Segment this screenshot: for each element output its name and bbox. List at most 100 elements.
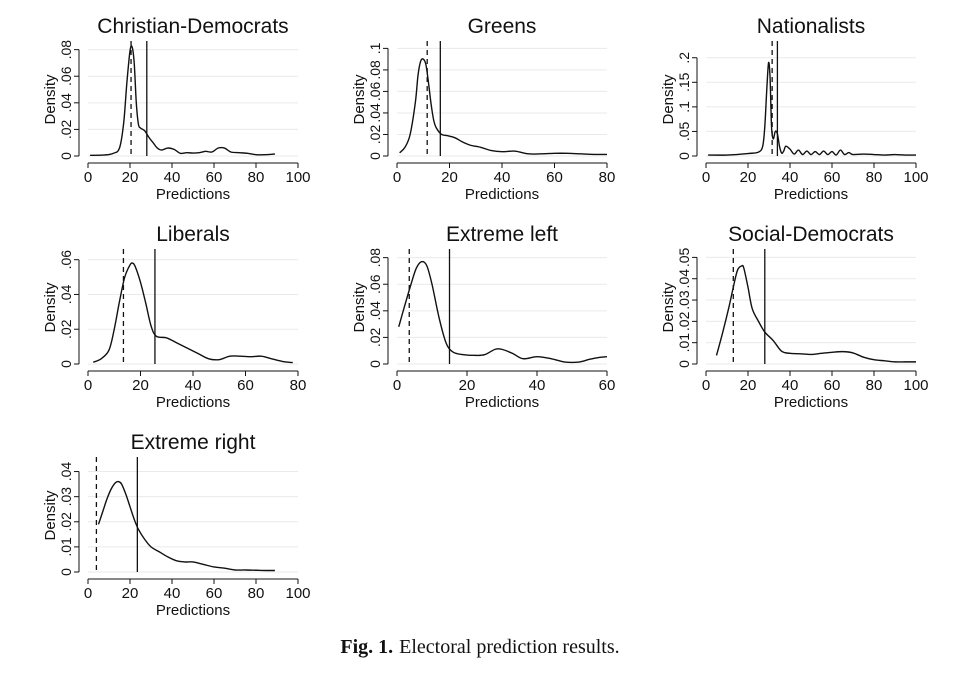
chart-title: Extreme right (131, 431, 256, 454)
y-tick-label: .04 (58, 462, 74, 482)
y-tick-label: .1 (676, 101, 692, 113)
density-curve (92, 262, 293, 364)
y-tick-label: .02 (58, 512, 74, 532)
chart-panel-4: Liberals 0 .02 .04 .06 Density 0 20 40 60 80 Predic… (42, 223, 306, 411)
x-axis-label: Predictions (156, 394, 230, 411)
y-tick-label: .02 (367, 327, 383, 347)
x-tick-label: 0 (702, 169, 710, 186)
x-tick-label: 40 (164, 585, 181, 602)
y-tick-label: .01 (676, 333, 692, 353)
y-axis-label: Density (351, 282, 368, 333)
x-tick-label: 20 (122, 169, 139, 186)
y-axis-label: Density (42, 490, 59, 541)
y-tick-label: .2 (676, 52, 692, 64)
x-tick-label: 20 (122, 585, 139, 602)
chart-title: Nationalists (757, 15, 866, 38)
density-curve (708, 61, 917, 156)
y-tick-label: .03 (676, 290, 692, 310)
x-tick-label: 100 (285, 585, 310, 602)
x-tick-label: 60 (206, 169, 223, 186)
figure-label: Fig. 1. (340, 636, 394, 658)
x-tick-label: 60 (237, 377, 254, 394)
y-tick-label: .15 (676, 72, 692, 92)
figure-caption-text: Electoral prediction results. (399, 636, 620, 658)
y-tick-label: .08 (58, 40, 74, 60)
x-tick-label: 40 (782, 377, 799, 394)
figure-caption: Fig. 1. Electoral prediction results. (0, 636, 960, 659)
y-tick-label: .08 (367, 248, 383, 268)
y-tick-label: .02 (367, 125, 383, 145)
x-axis-label: Predictions (774, 186, 848, 203)
y-tick-label: .04 (58, 285, 74, 305)
x-tick-label: 100 (903, 169, 928, 186)
chart-panel-6: Social-Democrats 0 .01 .02.03.04 .05 Density 0… (660, 223, 929, 411)
x-tick-label: 80 (599, 169, 616, 186)
y-tick-label: .03 (58, 487, 74, 507)
y-tick-label: .1 (367, 42, 383, 54)
x-tick-label: 60 (599, 377, 616, 394)
y-tick-label: .05 (676, 247, 692, 267)
x-tick-label: 100 (903, 377, 928, 394)
x-axis-label: Predictions (156, 186, 230, 203)
y-tick-label: .06 (367, 81, 383, 101)
y-tick-label: .04 (367, 103, 383, 123)
density-curve (97, 480, 275, 572)
x-axis-label: Predictions (156, 602, 230, 619)
chart-title: Social-Democrats (728, 223, 894, 246)
x-tick-label: 40 (782, 169, 799, 186)
chart-title: Liberals (156, 223, 230, 246)
y-axis-label: Density (660, 282, 677, 333)
x-tick-label: 20 (459, 377, 476, 394)
x-tick-label: 80 (866, 169, 883, 186)
x-tick-label: 40 (529, 377, 546, 394)
x-tick-label: 80 (248, 169, 265, 186)
y-tick-label: 0 (676, 360, 692, 368)
chart-panel-3: Nationalists 0 .05 .1 .15 .2 Density 0 20 40 60 80 1… (660, 15, 929, 203)
x-tick-label: 0 (84, 585, 92, 602)
x-tick-label: 80 (866, 377, 883, 394)
y-tick-label: .04 (58, 93, 74, 113)
chart-title: Christian-Democrats (97, 15, 288, 38)
y-tick-label: .05 (676, 121, 692, 141)
x-axis-label: Predictions (774, 394, 848, 411)
y-tick-label: .06 (58, 66, 74, 86)
y-tick-label: 0 (676, 152, 692, 160)
chart-panel-7: Extreme right 0 .01 .02 .03 .04 Density 0 20 40 60… (42, 431, 311, 619)
x-tick-label: 40 (164, 169, 181, 186)
x-tick-label: 0 (84, 377, 92, 394)
density-curve (90, 45, 275, 157)
x-tick-label: 40 (185, 377, 202, 394)
y-tick-label: .06 (58, 250, 74, 270)
x-tick-label: 100 (285, 169, 310, 186)
y-tick-label: .04 (676, 269, 692, 289)
x-tick-label: 0 (393, 169, 401, 186)
chart-title: Greens (468, 15, 537, 38)
y-tick-label: 0 (58, 152, 74, 160)
x-tick-label: 0 (702, 377, 710, 394)
y-axis-label: Density (42, 74, 59, 125)
y-tick-label: .01 (58, 537, 74, 557)
figure-panels: Christian-Democrats0.02.04.06.08Density0… (42, 15, 929, 619)
y-tick-label: .08 (367, 60, 383, 80)
x-tick-label: 40 (494, 169, 511, 186)
density-curve (399, 58, 608, 156)
density-curve (398, 260, 608, 364)
chart-panel-5: Extreme left 0 .02 .04 .06 .08 Density 0 20 40 60 P… (351, 223, 615, 411)
x-tick-label: 80 (248, 585, 265, 602)
x-tick-label: 0 (84, 169, 92, 186)
y-axis-label: Density (660, 74, 677, 125)
y-tick-label: 0 (367, 152, 383, 160)
x-tick-label: 20 (441, 169, 458, 186)
y-tick-label: .04 (367, 301, 383, 321)
y-tick-label: .02 (58, 319, 74, 339)
density-curve (715, 264, 916, 363)
y-tick-label: 0 (58, 568, 74, 576)
y-tick-label: .02 (58, 119, 74, 139)
y-tick-label: .06 (367, 274, 383, 294)
y-axis-label: Density (351, 74, 368, 125)
x-tick-label: 20 (740, 377, 757, 394)
x-tick-label: 60 (206, 585, 223, 602)
y-axis-label: Density (42, 282, 59, 333)
x-tick-label: 80 (290, 377, 307, 394)
y-tick-label: 0 (367, 360, 383, 368)
